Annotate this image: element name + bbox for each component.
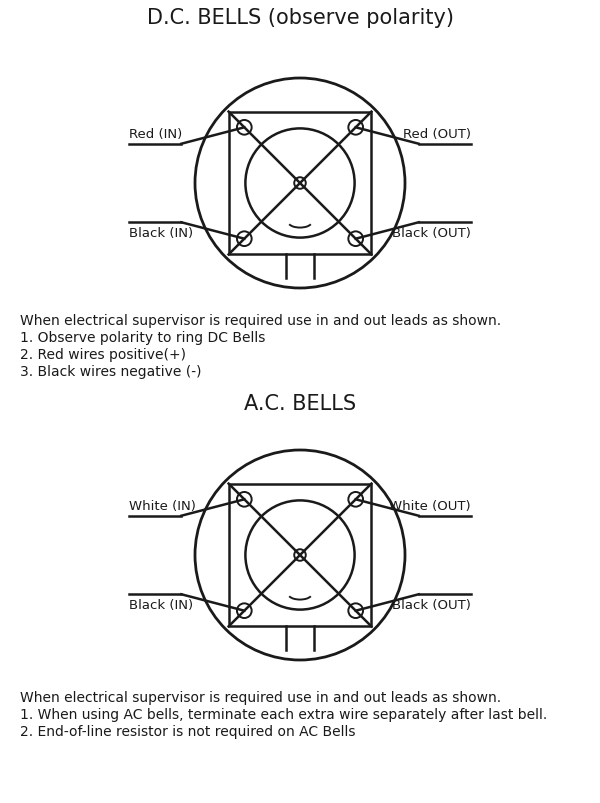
Text: A.C. BELLS: A.C. BELLS <box>244 393 356 414</box>
Text: 1. When using AC bells, terminate each extra wire separately after last bell.: 1. When using AC bells, terminate each e… <box>20 707 547 721</box>
Text: Red (OUT): Red (OUT) <box>403 128 470 141</box>
Text: When electrical supervisor is required use in and out leads as shown.: When electrical supervisor is required u… <box>20 690 501 704</box>
Text: Black (IN): Black (IN) <box>130 227 194 240</box>
Text: White (IN): White (IN) <box>130 499 196 512</box>
Bar <box>229 484 371 626</box>
Text: D.C. BELLS (observe polarity): D.C. BELLS (observe polarity) <box>146 8 454 28</box>
Text: Red (IN): Red (IN) <box>130 128 182 141</box>
Bar <box>229 112 371 255</box>
Text: 1. Observe polarity to ring DC Bells: 1. Observe polarity to ring DC Bells <box>20 331 265 344</box>
Text: Black (OUT): Black (OUT) <box>392 598 470 612</box>
Text: 2. End-of-line resistor is not required on AC Bells: 2. End-of-line resistor is not required … <box>20 724 356 738</box>
Text: When electrical supervisor is required use in and out leads as shown.: When electrical supervisor is required u… <box>20 314 501 328</box>
Text: Black (OUT): Black (OUT) <box>392 227 470 240</box>
Text: Black (IN): Black (IN) <box>130 598 194 612</box>
Text: White (OUT): White (OUT) <box>389 499 470 512</box>
Text: 3. Black wires negative (-): 3. Black wires negative (-) <box>20 365 202 378</box>
Text: 2. Red wires positive(+): 2. Red wires positive(+) <box>20 348 186 361</box>
